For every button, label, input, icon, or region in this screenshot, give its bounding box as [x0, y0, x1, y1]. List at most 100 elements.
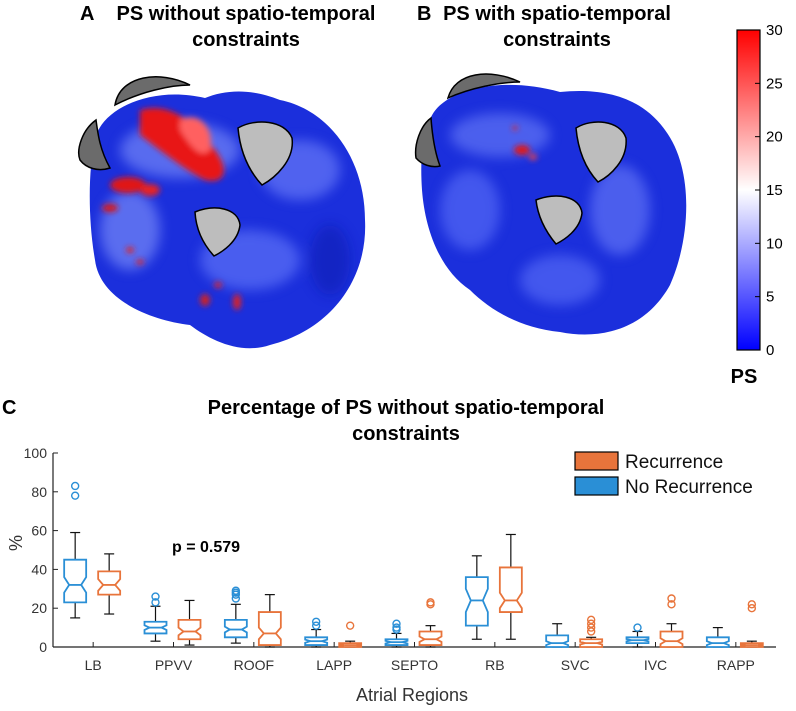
- y-axis-label: %: [6, 535, 26, 551]
- panel-c: C Percentage of PS without spatio-tempor…: [2, 397, 776, 705]
- y-tick-label: 40: [31, 561, 47, 577]
- box-body: [223, 618, 248, 639]
- outlier-point: [311, 621, 321, 630]
- box-recurrence: [97, 553, 122, 615]
- box-body: [659, 630, 684, 648]
- outlier-point: [586, 623, 596, 632]
- box-body: [464, 576, 489, 627]
- x-tick-label: SEPTO: [391, 657, 438, 673]
- legend-label-no-recurrence: No Recurrence: [625, 477, 753, 498]
- legend-swatch-recurrence: [574, 451, 619, 471]
- legend: Recurrence No Recurrence: [574, 451, 753, 498]
- x-tick-label: LAPP: [316, 657, 352, 673]
- outlier-point: [70, 491, 80, 500]
- box-no-recurrence: [223, 586, 248, 644]
- box-no-recurrence: [625, 623, 650, 648]
- panel-b-title-line1: PS with spatio-temporal: [443, 3, 671, 25]
- legend-label-recurrence: Recurrence: [625, 452, 723, 473]
- box-body: [97, 570, 122, 596]
- outlier-point: [747, 600, 757, 609]
- pv-cap-b-right: [575, 121, 627, 183]
- pv-cap-b-bottom: [535, 195, 583, 245]
- outlier-point: [231, 586, 241, 595]
- box-recurrence: [739, 600, 764, 648]
- box-body: [257, 611, 282, 646]
- box-recurrence: [659, 594, 684, 648]
- outlier-point: [151, 598, 160, 607]
- x-tick-label: ROOF: [234, 657, 274, 673]
- outlier-point: [151, 592, 160, 601]
- box-no-recurrence: [705, 626, 730, 648]
- outlier-point: [345, 621, 355, 630]
- x-tick-label: IVC: [644, 657, 667, 673]
- panel-a-letter: A: [80, 3, 94, 25]
- box-recurrence: [498, 533, 523, 640]
- outlier-point: [747, 604, 757, 613]
- x-tick-label: PPVV: [155, 657, 193, 673]
- x-tick-label: RAPP: [717, 657, 755, 673]
- outlier-point: [392, 619, 401, 628]
- outlier-point: [633, 623, 642, 632]
- outlier-point: [392, 623, 401, 632]
- box-recurrence: [579, 615, 604, 648]
- pv-cap-a-left: [78, 118, 112, 171]
- pv-cap-a-bottom: [194, 207, 241, 257]
- y-tick-label: 100: [24, 445, 48, 461]
- box-no-recurrence: [63, 481, 88, 619]
- y-tick-label: 20: [31, 600, 47, 616]
- outlier-point: [586, 615, 596, 625]
- panel-b: B PS with spatio-temporal constraints: [414, 3, 687, 335]
- outlier-point: [667, 600, 676, 609]
- panel-a: A PS without spatio-temporal constraints: [78, 3, 375, 349]
- colorbar-label: PS: [731, 366, 758, 388]
- outlier-point: [426, 598, 435, 607]
- chart-title-line2: constraints: [352, 423, 460, 445]
- box-body: [498, 566, 523, 613]
- box-recurrence: [338, 621, 363, 648]
- box-body: [177, 618, 202, 641]
- colorbar-tick-label: 15: [766, 182, 783, 199]
- x-tick-label: SVC: [561, 657, 590, 673]
- outlier-point: [667, 594, 676, 603]
- x-tick-label: LB: [85, 657, 102, 673]
- box-body: [545, 634, 570, 648]
- box-no-recurrence: [304, 617, 329, 648]
- panel-b-title-line2: constraints: [503, 29, 611, 51]
- colorbar: 0 5 10 15 20 25 30 PS: [731, 22, 783, 388]
- y-tick-label: 80: [31, 484, 47, 500]
- panel-c-letter: C: [2, 397, 16, 419]
- box-recurrence: [418, 598, 443, 648]
- box-plot: 0 20 40 60 80 100 LB PPVV ROOF LAPP SEPTO RB SVC IVC…: [24, 445, 776, 673]
- y-tick-label: 0: [39, 639, 47, 655]
- p-value-annotation: p = 0.579: [172, 539, 240, 556]
- pv-cap-a-top: [114, 76, 191, 107]
- x-axis-label: Atrial Regions: [356, 685, 468, 705]
- pv-cap-b-left: [414, 116, 441, 168]
- box-body: [705, 636, 730, 648]
- colorbar-tick-label: 20: [766, 129, 783, 146]
- colorbar-tick-label: 0: [766, 342, 774, 359]
- colorbar-tick-label: 30: [766, 22, 783, 39]
- box-no-recurrence: [545, 623, 570, 648]
- y-tick-label: 60: [31, 523, 47, 539]
- legend-swatch-no-recurrence: [574, 476, 619, 496]
- box-body: [63, 558, 88, 604]
- panel-a-title-line2: constraints: [192, 29, 300, 51]
- outlier-point: [70, 481, 80, 491]
- atrium-mesh-a: [78, 76, 366, 349]
- box-recurrence: [257, 594, 282, 648]
- box-recurrence: [177, 599, 202, 646]
- box-no-recurrence: [143, 592, 168, 642]
- box-no-recurrence: [464, 555, 489, 640]
- colorbar-tick-label: 5: [766, 289, 774, 306]
- pv-cap-b-top: [446, 73, 521, 100]
- atrium-mesh-b: [414, 73, 687, 335]
- chart-title-line1: Percentage of PS without spatio-temporal: [208, 397, 605, 419]
- outlier-point: [586, 619, 596, 628]
- x-tick-label: RB: [485, 657, 504, 673]
- pv-cap-a-right: [237, 121, 293, 186]
- colorbar-tick-label: 25: [766, 75, 783, 92]
- colorbar-tick-label: 10: [766, 235, 783, 252]
- outlier-point: [586, 627, 596, 636]
